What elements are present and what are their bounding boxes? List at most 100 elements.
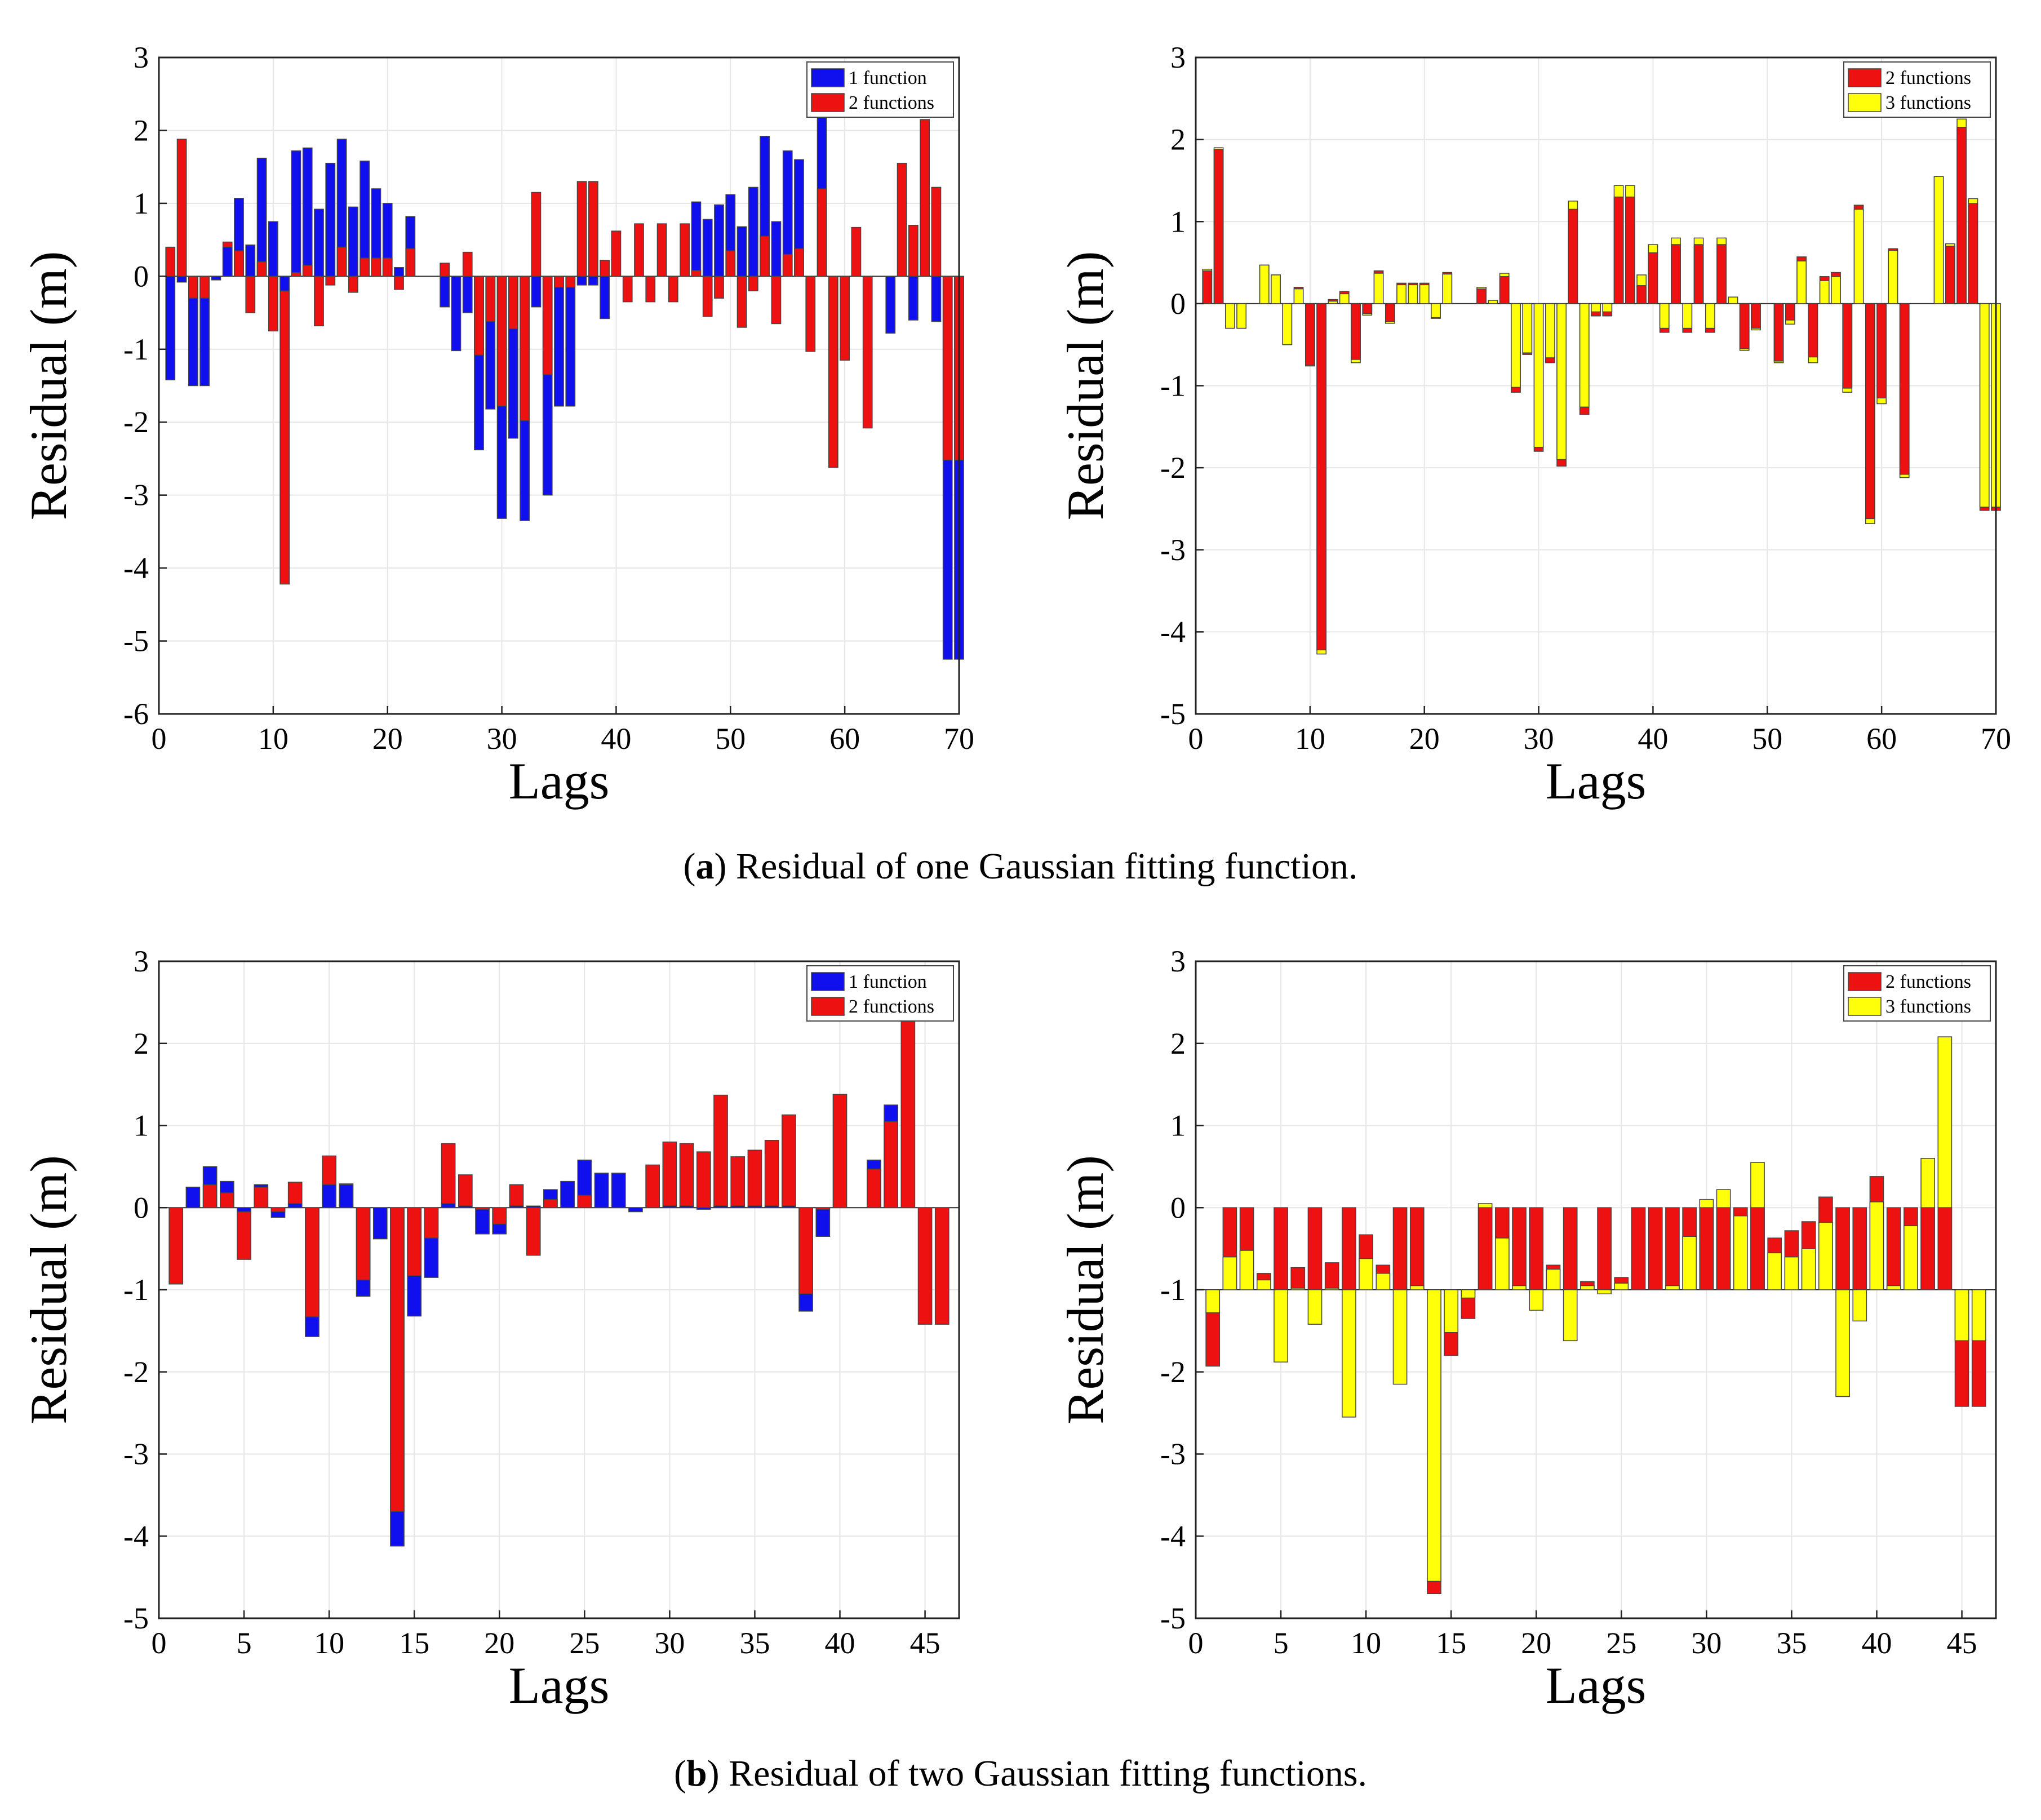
bar-2-functions xyxy=(407,1207,422,1276)
bar-1-function xyxy=(702,219,713,277)
bar-2-functions xyxy=(1625,196,1635,304)
bar-2-functions xyxy=(713,1094,728,1209)
bar-1-function xyxy=(526,1205,541,1208)
bar-2-functions xyxy=(917,1207,933,1325)
x-tick-label: 30 xyxy=(1691,1626,1721,1660)
bar-1-function xyxy=(165,276,176,380)
y-tick-label: -5 xyxy=(123,1601,149,1635)
bar-2-functions xyxy=(1699,1207,1714,1290)
bar-3-functions xyxy=(1324,1288,1339,1290)
bar-1-function xyxy=(462,276,473,313)
chart-a-left: 0 10 20 30 40 50 60 70 -6 -5 -4 -3 -2 -1 0 1 2 3 Lags Resid… xyxy=(20,41,974,810)
bar-2-functions xyxy=(884,1121,898,1209)
legend-swatch xyxy=(1848,93,1882,112)
bar-2-functions xyxy=(508,276,518,330)
bar-2-functions xyxy=(390,1207,405,1512)
bar-1-function xyxy=(441,1203,456,1208)
bar-2-functions xyxy=(668,276,678,303)
bar-2-functions xyxy=(867,1168,881,1209)
x-tick-label: 10 xyxy=(314,1626,344,1660)
bar-2-functions xyxy=(1716,1207,1731,1290)
x-tick-label: 10 xyxy=(1351,1626,1381,1660)
bar-1-function xyxy=(451,276,462,352)
bar-2-functions xyxy=(1342,1207,1356,1290)
caption-b-label: b xyxy=(686,1753,707,1794)
bar-3-functions xyxy=(1328,300,1338,304)
bar-2-functions xyxy=(371,258,381,277)
bar-1-function xyxy=(696,1207,711,1210)
x-tick-label: 10 xyxy=(1295,722,1325,756)
bar-2-functions xyxy=(1842,303,1853,389)
x-tick-label: 20 xyxy=(372,722,403,756)
bar-3-functions xyxy=(1274,1289,1288,1363)
bar-1-function xyxy=(440,276,450,308)
x-tick-label: 30 xyxy=(1524,722,1554,756)
bar-1-function xyxy=(176,276,187,283)
bar-1-function xyxy=(662,1205,677,1208)
bar-2-functions xyxy=(1937,1207,1953,1290)
bar-2-functions xyxy=(782,254,793,277)
y-tick-label: -3 xyxy=(1160,533,1186,567)
bar-1-function xyxy=(458,1205,473,1208)
y-tick-label: 2 xyxy=(134,113,149,147)
bar-3-functions xyxy=(1784,1256,1799,1290)
legend-label: 3 functions xyxy=(1885,92,1971,113)
bar-1-function xyxy=(302,147,313,277)
x-tick-label: 0 xyxy=(152,722,167,756)
bar-2-functions xyxy=(908,224,919,277)
bar-3-functions xyxy=(1359,1258,1373,1290)
legend-swatch xyxy=(811,68,845,87)
x-tick-label: 20 xyxy=(484,1626,514,1660)
bar-1-function xyxy=(600,276,610,319)
y-tick-label: -4 xyxy=(123,1519,149,1553)
x-tick-label: 25 xyxy=(569,1626,600,1660)
bar-2-functions xyxy=(900,1018,916,1209)
bar-2-functions xyxy=(256,261,267,277)
x-tick-label: 25 xyxy=(1606,1626,1636,1660)
bar-2-functions xyxy=(1409,1207,1425,1290)
bar-2-functions xyxy=(942,276,953,461)
bar-1-function xyxy=(588,276,598,286)
bar-1-function xyxy=(339,1184,354,1208)
x-tick-label: 30 xyxy=(487,722,517,756)
x-tick-label: 50 xyxy=(715,722,746,756)
y-tick-label: 1 xyxy=(1170,1109,1186,1143)
bar-2-functions xyxy=(1316,303,1327,651)
bar-3-functions xyxy=(1728,296,1738,304)
legend-label: 2 functions xyxy=(1885,971,1971,992)
bar-2-functions xyxy=(234,250,244,277)
bar-3-functions xyxy=(1236,303,1247,329)
bar-2-functions xyxy=(520,276,530,421)
bar-3-functions xyxy=(1257,1279,1271,1290)
x-axis-label: Lags xyxy=(1546,752,1647,810)
bar-2-functions xyxy=(611,230,622,277)
bar-2-functions xyxy=(1945,246,1955,304)
bar-2-functions xyxy=(634,223,644,277)
bar-1-function xyxy=(475,1207,490,1235)
bar-2-functions xyxy=(424,1207,439,1239)
bar-1-function xyxy=(348,206,358,277)
y-tick-label: -3 xyxy=(123,1437,149,1471)
bar-1-function xyxy=(325,162,336,277)
y-tick-label: -3 xyxy=(1160,1437,1186,1471)
bar-2-functions xyxy=(1750,1207,1765,1290)
bar-2-functions xyxy=(302,265,313,277)
bar-2-functions xyxy=(588,181,598,277)
bar-1-function xyxy=(594,1173,609,1208)
bar-3-functions xyxy=(1954,1289,1969,1342)
x-tick-label: 5 xyxy=(1274,1626,1289,1660)
bar-3-functions xyxy=(1682,303,1693,329)
axes-frame xyxy=(158,56,960,715)
bar-3-functions xyxy=(1733,1215,1748,1290)
y-tick-label: -4 xyxy=(123,551,149,585)
bar-3-functions xyxy=(1705,303,1715,329)
bar-3-functions xyxy=(1580,1285,1595,1290)
bar-2-functions xyxy=(771,276,782,325)
y-tick-label: 3 xyxy=(134,41,149,74)
bar-3-functions xyxy=(1904,1225,1918,1290)
bar-3-functions xyxy=(1819,280,1830,304)
y-axis-label: Residual (m) xyxy=(20,251,77,521)
bar-2-functions xyxy=(1648,1207,1663,1290)
bar-1-function xyxy=(268,221,278,277)
bar-3-functions xyxy=(1665,1285,1680,1290)
